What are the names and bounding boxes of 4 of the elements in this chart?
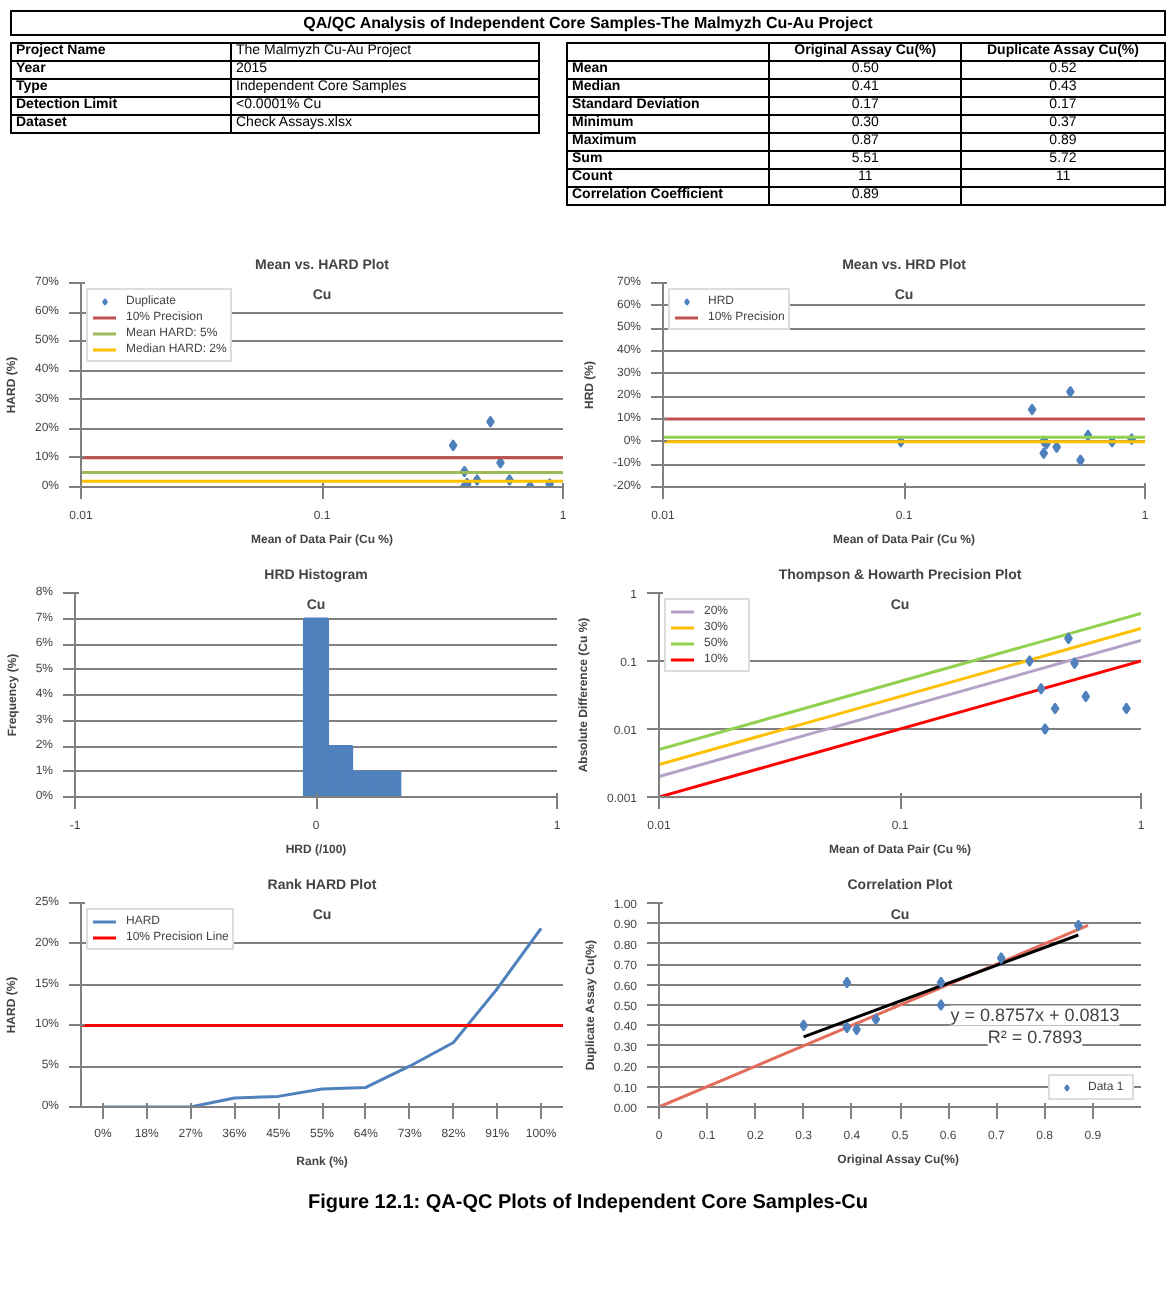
annotation: y = 0.8757x + 0.0813: [950, 1005, 1120, 1026]
text: Figure 12.1: QA-QC Plots of Independent Core Samples-Cu: [305, 1190, 871, 1218]
annotation: R² = 0.7893: [987, 1027, 1083, 1048]
text: QA/QC Analysis of Independent Core Samples-The Malmyzh Cu-Au Project: [10, 10, 1166, 37]
